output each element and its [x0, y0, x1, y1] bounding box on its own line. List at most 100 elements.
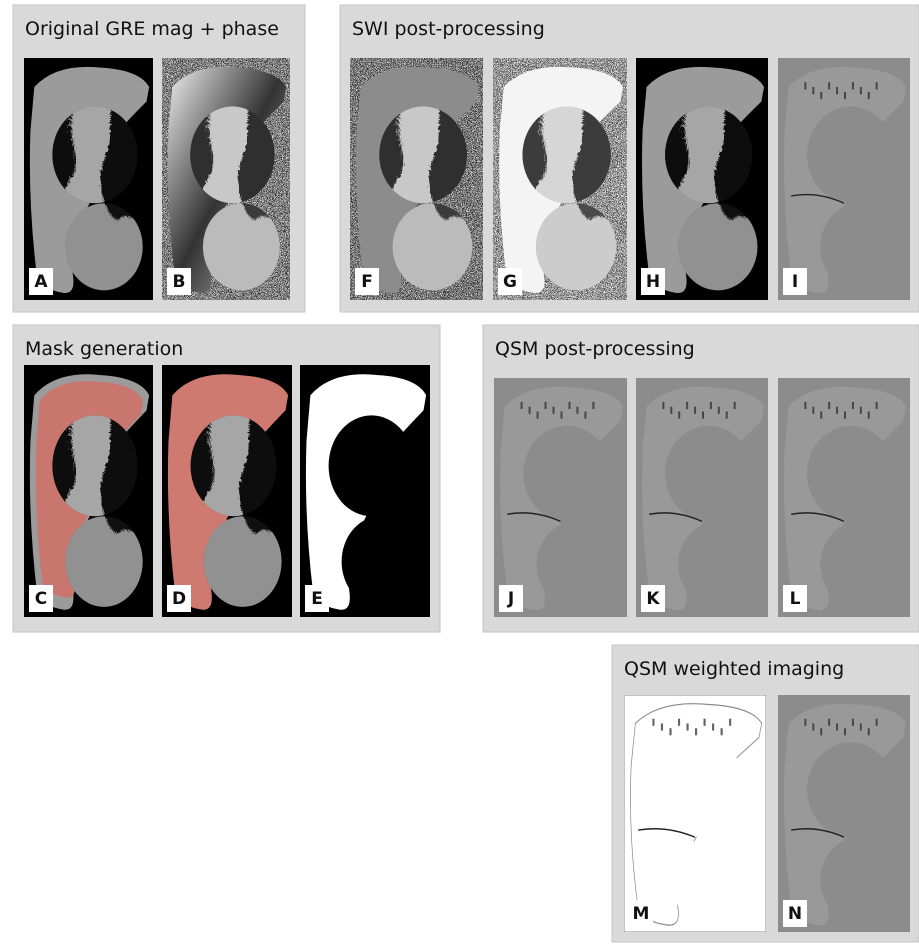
image-tile: I	[778, 58, 910, 300]
figure: Original GRE mag + phaseABSWI post-proce…	[0, 0, 919, 947]
core-noise	[190, 106, 274, 203]
vein	[561, 411, 563, 418]
vein	[836, 723, 838, 730]
tissue-group	[168, 374, 288, 609]
lobe-noise	[203, 203, 280, 290]
image-content	[162, 365, 292, 617]
tissue-group	[642, 387, 764, 610]
tissue-group	[642, 67, 764, 293]
image-tile: D	[162, 365, 292, 617]
lower-lobe	[820, 837, 899, 922]
tissue-core	[329, 415, 415, 516]
vein	[804, 402, 806, 409]
image-content	[494, 378, 627, 617]
vein	[820, 92, 822, 99]
lower-lobe	[820, 203, 899, 290]
image-tile: G	[493, 58, 627, 300]
image-tile: J	[494, 378, 627, 617]
image-content	[636, 378, 768, 617]
image-content	[300, 365, 430, 617]
tissue-group	[356, 67, 479, 293]
core-noise	[52, 106, 137, 203]
vein	[721, 728, 723, 735]
panel-letter: A	[34, 272, 48, 292]
panel-title: Mask generation	[25, 338, 183, 360]
vein	[529, 407, 531, 414]
vein	[836, 87, 838, 94]
vein	[652, 719, 654, 726]
vein	[852, 82, 854, 89]
image-tile: N	[778, 695, 910, 932]
tissue-group	[30, 67, 149, 293]
panel-letter: D	[172, 589, 186, 609]
tissue-group	[784, 387, 906, 610]
tissue-group	[30, 374, 149, 609]
panel-title: Original GRE mag + phase	[25, 18, 279, 40]
vein	[868, 92, 870, 99]
tissue-core	[807, 742, 894, 837]
vein	[661, 723, 663, 730]
image-content	[162, 58, 290, 300]
core-noise	[379, 106, 467, 203]
vein	[729, 719, 731, 726]
vein	[686, 723, 688, 730]
panel: QSM post-processingJKL	[483, 325, 919, 632]
image-tile: H	[636, 58, 768, 300]
vein	[852, 402, 854, 409]
tissue-group	[784, 704, 906, 925]
vein	[670, 407, 672, 414]
image-tile: K	[636, 378, 768, 617]
vein	[812, 723, 814, 730]
image-tile: E	[300, 365, 430, 617]
vein	[812, 87, 814, 94]
page: {"panels": [ {"title": "Original GRE mag…	[0, 0, 919, 947]
vein	[868, 728, 870, 735]
vein	[662, 402, 664, 409]
image-content	[778, 58, 910, 300]
panel-letter: K	[646, 589, 660, 609]
vein	[537, 411, 539, 418]
lobe-noise	[536, 203, 616, 290]
panel-letter: H	[646, 272, 660, 292]
panel-title: QSM post-processing	[495, 338, 695, 360]
lobe-noise	[204, 516, 282, 607]
tissue-group	[168, 67, 286, 293]
vein	[695, 728, 697, 735]
vein	[726, 411, 728, 418]
tissue-group	[499, 67, 623, 293]
vein	[876, 719, 878, 726]
image-content	[636, 58, 768, 300]
image-tile: C	[24, 365, 153, 617]
image-content	[24, 58, 153, 300]
tissue-group	[784, 67, 906, 293]
lower-lobe	[820, 521, 899, 607]
vein	[844, 411, 846, 418]
vein	[844, 728, 846, 735]
core-noise	[665, 106, 752, 203]
image-content	[778, 695, 910, 932]
panel-title: SWI post-processing	[352, 18, 545, 40]
image-tile: F	[350, 58, 483, 300]
vein	[545, 402, 547, 409]
core-noise	[52, 415, 137, 516]
lobe-noise	[678, 203, 757, 290]
vein	[669, 728, 671, 735]
tissue-group	[500, 387, 623, 610]
vein	[876, 402, 878, 409]
vein	[710, 402, 712, 409]
vein	[820, 411, 822, 418]
vein	[521, 402, 523, 409]
lobe-noise	[65, 203, 142, 290]
vein	[576, 407, 578, 414]
panel-letter: G	[503, 272, 517, 292]
vein	[702, 411, 704, 418]
lobe-noise	[65, 516, 142, 607]
vein	[712, 723, 714, 730]
vein	[568, 402, 570, 409]
vein	[828, 402, 830, 409]
vein	[718, 407, 720, 414]
vein	[804, 719, 806, 726]
lower-lobe	[669, 837, 754, 922]
vein	[592, 402, 594, 409]
